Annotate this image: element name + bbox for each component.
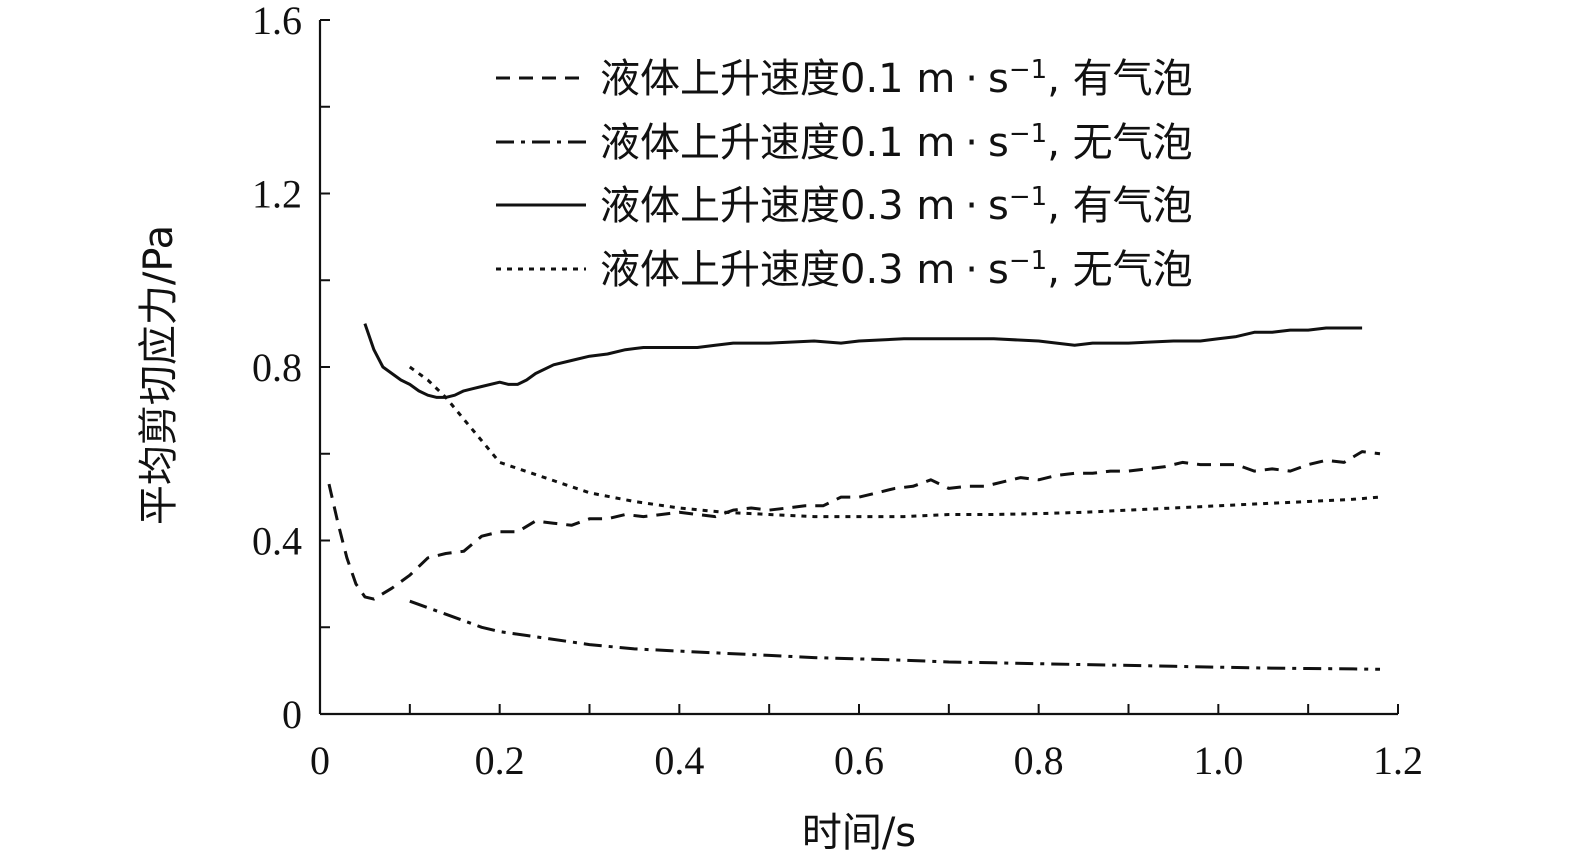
ticks: 0 0.2 0.4 0.6 0.8 1.0 1.2 0 0.4 0.8 1.2 1.6: [252, 0, 1423, 783]
legend-label-suffix: , 无气泡: [1047, 247, 1192, 293]
legend-entry-3: 液体上升速度0.3 m · s−1, 有气泡: [600, 182, 1193, 229]
legend-label-suffix: , 有气泡: [1047, 56, 1192, 102]
x-tick-label: 0.4: [654, 738, 704, 783]
x-tick-label: 0.6: [834, 738, 884, 783]
x-tick-label: 1.2: [1373, 738, 1423, 783]
legend-label-unit: s: [988, 247, 1009, 293]
y-tick-label: 1.6: [252, 0, 302, 43]
series-layer: [327, 323, 1381, 671]
legend-entry-2: 液体上升速度0.1 m · s−1, 无气泡: [600, 119, 1193, 166]
legend-label-unit: s: [988, 183, 1009, 229]
x-axis-title: 时间/s: [802, 810, 916, 856]
legend-label-main: 液体上升速度0.3 m: [600, 247, 955, 293]
x-tick-label: 0: [310, 738, 330, 783]
x-tick-label: 0.2: [475, 738, 525, 783]
legend-dot-operator: ·: [965, 56, 978, 102]
legend-label-suffix: , 无气泡: [1047, 120, 1192, 166]
y-axis-title: 平均剪切应力/Pa: [136, 225, 182, 525]
series-line-2: [409, 599, 1381, 671]
series-line-3: [363, 323, 1363, 399]
y-tick-label: 0.8: [252, 345, 302, 390]
legend-label-unit: s: [988, 56, 1009, 102]
legend-label-unit: s: [988, 120, 1009, 166]
x-tick-label: 1.0: [1193, 738, 1243, 783]
legend-label-main: 液体上升速度0.1 m: [600, 56, 955, 102]
legend-label-main: 液体上升速度0.3 m: [600, 183, 955, 229]
legend-label-suffix: , 有气泡: [1047, 183, 1192, 229]
series-line-1: [327, 450, 1381, 601]
legend-label-exponent: −1: [1009, 119, 1047, 149]
x-tick-label: 0.8: [1014, 738, 1064, 783]
legend-label-main: 液体上升速度0.1 m: [600, 120, 955, 166]
legend-label-exponent: −1: [1009, 55, 1047, 85]
legend-label-exponent: −1: [1009, 182, 1047, 212]
series-line-4: [408, 365, 1381, 519]
legend-dot-operator: ·: [965, 183, 978, 229]
y-tick-label: 0: [282, 692, 302, 737]
legend-entry-4: 液体上升速度0.3 m · s−1, 无气泡: [600, 246, 1193, 293]
legend-dot-operator: ·: [965, 120, 978, 166]
y-tick-label: 1.2: [252, 172, 302, 217]
legend-label-exponent: −1: [1009, 246, 1047, 276]
y-tick-label: 0.4: [252, 519, 302, 564]
legend-entry-1: 液体上升速度0.1 m · s−1, 有气泡: [600, 55, 1193, 102]
legend-dot-operator: ·: [965, 247, 978, 293]
